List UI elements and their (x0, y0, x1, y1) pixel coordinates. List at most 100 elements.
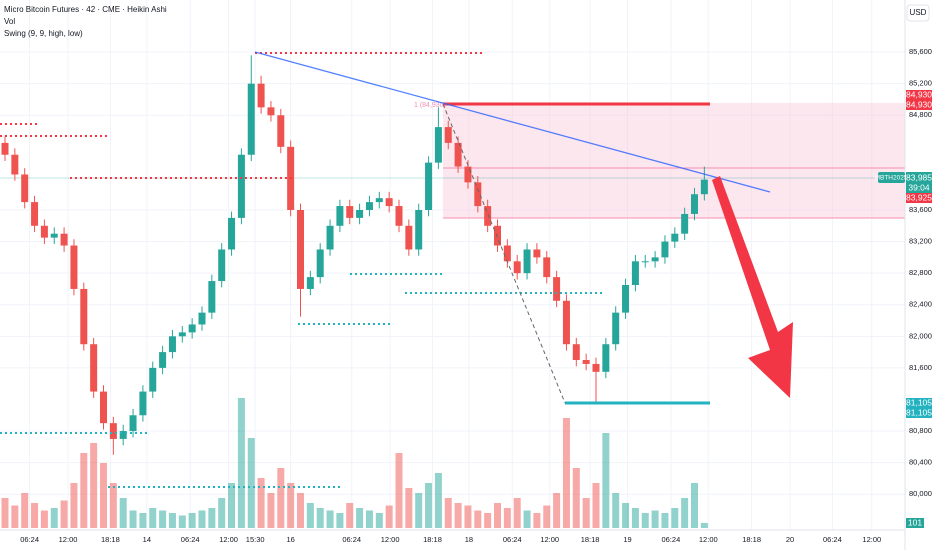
volume-bar (622, 503, 630, 528)
y-tick-label: 84,800 (909, 110, 932, 119)
candle-body (336, 206, 344, 226)
x-tick-label: 12:00 (219, 535, 238, 544)
candle-body (592, 363, 600, 372)
y-tick-label: 81,600 (909, 363, 932, 372)
x-tick-label: 12:00 (699, 535, 718, 544)
x-tick-label: 12:00 (381, 535, 400, 544)
volume-bar (503, 508, 511, 528)
volume-bar (661, 513, 669, 528)
x-tick-label: 18:18 (581, 535, 600, 544)
x-tick-label: 12:00 (540, 535, 559, 544)
candle-body (513, 261, 521, 274)
volume-bar (277, 468, 285, 528)
candle-body (346, 206, 354, 218)
candle-body (257, 83, 265, 108)
candle-body (70, 245, 78, 289)
volume-bar (434, 473, 442, 528)
candle-body (641, 261, 649, 263)
candle-body (109, 423, 117, 439)
volume-bar (139, 513, 147, 528)
currency: USD (910, 8, 927, 17)
candle-body (582, 360, 590, 364)
volume-bar (267, 493, 275, 528)
x-tick-label: 20 (786, 535, 794, 544)
x-tick-label: 16 (286, 535, 294, 544)
candle-body (21, 174, 29, 203)
swing-lines (0, 52, 605, 488)
volume-bar (228, 483, 236, 528)
y-tick-label: 82,000 (909, 331, 932, 340)
x-tick-label: 06:24 (181, 535, 200, 544)
candle-body (572, 344, 580, 360)
volume-bar (80, 453, 88, 528)
candle-body (247, 83, 255, 155)
volume-bar (218, 498, 226, 528)
candle-body (681, 213, 689, 234)
y-tick-label: 80,400 (909, 458, 932, 467)
volume-bar (90, 443, 98, 528)
candle-body (700, 179, 708, 195)
fib-label: 1 (84,930) (414, 102, 446, 109)
candle-body (661, 241, 669, 258)
candle-body (237, 154, 245, 218)
candle-body (405, 225, 413, 250)
candle-body (365, 202, 373, 210)
candle-body (651, 257, 659, 262)
volume-bar (119, 498, 127, 528)
volume-bar (375, 513, 383, 528)
candle-body (415, 210, 423, 250)
volume-bar (326, 510, 334, 528)
candle-body (208, 281, 216, 313)
volume-bar (612, 493, 620, 528)
candle-body (40, 225, 48, 238)
price-tag: 84,930 (906, 89, 932, 99)
x-tick-label: 06:24 (342, 535, 361, 544)
candle-body (198, 312, 206, 325)
volume-bar (671, 508, 679, 528)
candle-body (503, 245, 511, 262)
volume-bar (287, 483, 295, 528)
volume-bar (198, 510, 206, 528)
volume-bar (474, 510, 482, 528)
candle-body (80, 288, 88, 345)
candle-body (297, 210, 304, 289)
y-tick-label: 82,800 (909, 268, 932, 277)
volume-bar (631, 508, 639, 528)
volume-bar (700, 522, 708, 528)
x-tick-label: 12:00 (862, 535, 881, 544)
volume-bar (178, 515, 186, 528)
x-tick-label: 19 (623, 535, 631, 544)
candle-body (326, 225, 334, 250)
candle-body (671, 233, 679, 242)
indicator: Swing (9, 9, high, low) (4, 29, 83, 38)
candle-body (454, 142, 462, 167)
volume-bar (100, 463, 107, 528)
price-tag: 81,105 (906, 407, 932, 417)
candle-body (100, 391, 107, 424)
currency-box[interactable] (906, 4, 930, 22)
volume-bar (237, 398, 245, 528)
volume-bar (1, 498, 9, 528)
candle-body (267, 107, 275, 116)
candle-body (316, 249, 324, 278)
volume-bar (306, 503, 314, 528)
volume-bar (109, 483, 117, 528)
y-tick-label: 83,200 (909, 237, 932, 246)
candle-body (444, 127, 452, 143)
x-tick-label: 18:18 (423, 535, 442, 544)
candle-body (395, 206, 403, 226)
volume-bar (464, 505, 472, 528)
volume-bar (553, 493, 561, 528)
volume-bar (188, 513, 196, 528)
symbol-tag: MBTH2025 (875, 175, 908, 182)
volume-bar (385, 505, 393, 528)
volume-bar (543, 505, 551, 528)
y-tick-label: 85,200 (909, 79, 932, 88)
volume-bar (149, 508, 157, 528)
candle-body (553, 277, 561, 301)
candle-body (60, 233, 68, 246)
volume-bar (11, 505, 19, 528)
x-tick-label: 06:24 (823, 535, 842, 544)
volume-bar (562, 418, 570, 528)
